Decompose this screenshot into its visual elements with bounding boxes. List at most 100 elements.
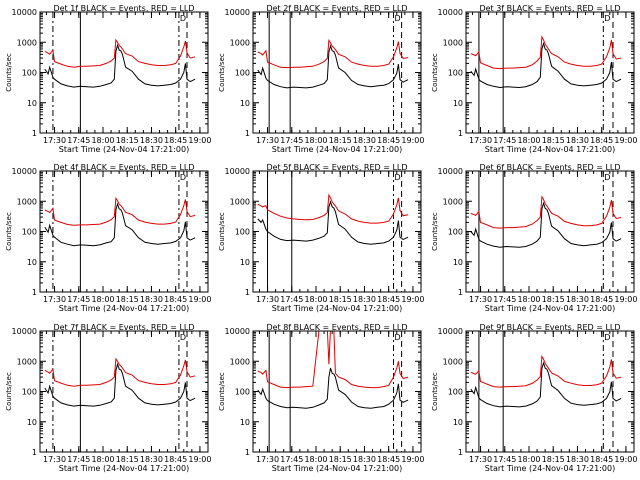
lld-series-line [470, 195, 622, 229]
y-tick-label: 1 [245, 129, 250, 138]
y-tick-label: 100 [448, 388, 463, 397]
y-tick-label: 1000 [443, 38, 463, 47]
x-tick-label: 17:45 [67, 455, 90, 464]
panel-8: 1 10 100 1000 10000 17:30 17:45 18:00 18:15 18:30… [218, 323, 424, 473]
panel-4: 1 10 100 1000 10000 17:30 17:45 18:00 18:15 18:30… [5, 163, 211, 313]
x-axis-label: Start Time (24-Nov-04 17:21:00) [485, 145, 615, 154]
x-tick-label: 18:30 [140, 455, 163, 464]
x-tick-label: 18:30 [140, 295, 163, 304]
y-tick-label: 10 [453, 258, 463, 267]
panel-title: Det 9f BLACK = Events, RED = LLD [479, 323, 620, 332]
x-tick-label: 19:00 [401, 295, 424, 304]
events-series-line [44, 202, 196, 247]
x-tick-label: 17:45 [280, 455, 303, 464]
x-tick-label: 18:00 [91, 295, 114, 304]
y-tick-label: 10000 [12, 327, 37, 336]
y-axis-label: Counts/sec [5, 212, 13, 251]
x-tick-label: 17:30 [469, 136, 492, 145]
panel-3: 1 10 100 1000 10000 17:30 17:45 18:00 18:15 18:30… [431, 4, 637, 154]
x-tick-label: 17:30 [43, 455, 66, 464]
x-tick-label: 18:30 [140, 136, 163, 145]
y-axis-label: Counts/sec [5, 53, 13, 92]
y-tick-label: 1 [245, 288, 250, 297]
y-axis-label: Counts/sec [431, 53, 439, 92]
plot-frame [465, 170, 635, 293]
x-tick-label: 18:30 [566, 455, 589, 464]
x-tick-label: 19:00 [188, 136, 211, 145]
y-tick-label: 100 [448, 228, 463, 237]
x-axis-label: Start Time (24-Nov-04 17:21:00) [272, 304, 402, 313]
y-tick-label: 10 [453, 418, 463, 427]
x-tick-label: 17:45 [493, 455, 516, 464]
lld-series-line [44, 196, 196, 226]
x-tick-label: 17:30 [43, 136, 66, 145]
panel-5: 1 10 100 1000 10000 17:30 17:45 18:00 18:15 18:30… [218, 163, 424, 313]
plot-frame [39, 11, 209, 134]
panel-title: Det 4f BLACK = Events, RED = LLD [53, 163, 194, 172]
y-tick-label: 1000 [17, 38, 37, 47]
y-tick-label: 10 [240, 99, 250, 108]
x-tick-label: 18:00 [304, 455, 327, 464]
x-tick-label: 18:15 [542, 455, 565, 464]
lld-series-line [44, 38, 196, 68]
plot-frame [252, 330, 422, 453]
y-tick-label: 100 [22, 69, 37, 78]
x-tick-label: 18:45 [590, 455, 613, 464]
y-tick-label: 1 [32, 129, 37, 138]
events-series-line [44, 362, 196, 407]
plot-frame [39, 330, 209, 453]
x-tick-label: 18:45 [377, 455, 400, 464]
y-tick-label: 1000 [230, 197, 250, 206]
x-tick-label: 18:00 [304, 295, 327, 304]
y-tick-label: 100 [235, 69, 250, 78]
lld-series-line [44, 357, 196, 387]
events-series-line [470, 41, 622, 89]
panel-7: 1 10 100 1000 10000 17:30 17:45 18:00 18:15 18:30… [5, 323, 211, 473]
x-axis-label: Start Time (24-Nov-04 17:21:00) [485, 464, 615, 473]
y-axis-label: Counts/sec [5, 372, 13, 411]
y-tick-label: 10 [240, 418, 250, 427]
x-tick-label: 18:45 [164, 136, 187, 145]
x-tick-label: 19:00 [188, 455, 211, 464]
annotation-label: D [394, 14, 400, 23]
annotation-label: D [180, 14, 186, 23]
y-tick-label: 10 [27, 99, 37, 108]
y-tick-label: 10 [453, 99, 463, 108]
x-tick-label: 17:45 [280, 136, 303, 145]
y-tick-label: 1000 [230, 38, 250, 47]
x-tick-label: 18:30 [353, 136, 376, 145]
x-tick-label: 18:45 [377, 295, 400, 304]
panel-title: Det 8f BLACK = Events, RED = LLD [266, 323, 407, 332]
x-tick-label: 18:00 [304, 136, 327, 145]
plot-frame [39, 170, 209, 293]
lld-series-line [257, 38, 409, 69]
y-tick-label: 100 [235, 228, 250, 237]
events-series-line [257, 200, 409, 245]
y-tick-label: 100 [22, 228, 37, 237]
x-tick-label: 18:15 [329, 295, 352, 304]
annotation-label: D [394, 173, 400, 182]
y-tick-label: 1000 [230, 357, 250, 366]
y-axis-label: Counts/sec [218, 372, 226, 411]
x-tick-label: 17:45 [67, 295, 90, 304]
x-tick-label: 18:15 [329, 455, 352, 464]
panel-title: Det 1f BLACK = Events, RED = LLD [53, 4, 194, 13]
x-tick-label: 18:30 [566, 295, 589, 304]
panel-6: 1 10 100 1000 10000 17:30 17:45 18:00 18:15 18:30… [431, 163, 637, 313]
panel-2: 1 10 100 1000 10000 17:30 17:45 18:00 18:15 18:30… [218, 4, 424, 154]
x-axis-label: Start Time (24-Nov-04 17:21:00) [59, 145, 189, 154]
y-tick-label: 1 [245, 448, 250, 457]
annotation-label: D [180, 333, 186, 342]
y-tick-label: 100 [22, 388, 37, 397]
x-tick-label: 17:30 [256, 136, 279, 145]
x-tick-label: 17:30 [256, 455, 279, 464]
y-axis-label: Counts/sec [431, 372, 439, 411]
x-tick-label: 18:15 [116, 455, 139, 464]
y-tick-label: 1 [32, 288, 37, 297]
panel-title: Det 5f BLACK = Events, RED = LLD [266, 163, 407, 172]
x-tick-label: 19:00 [614, 455, 637, 464]
y-tick-label: 10000 [12, 167, 37, 176]
x-tick-label: 18:00 [517, 455, 540, 464]
x-tick-label: 18:30 [353, 455, 376, 464]
y-tick-label: 10000 [438, 8, 463, 17]
